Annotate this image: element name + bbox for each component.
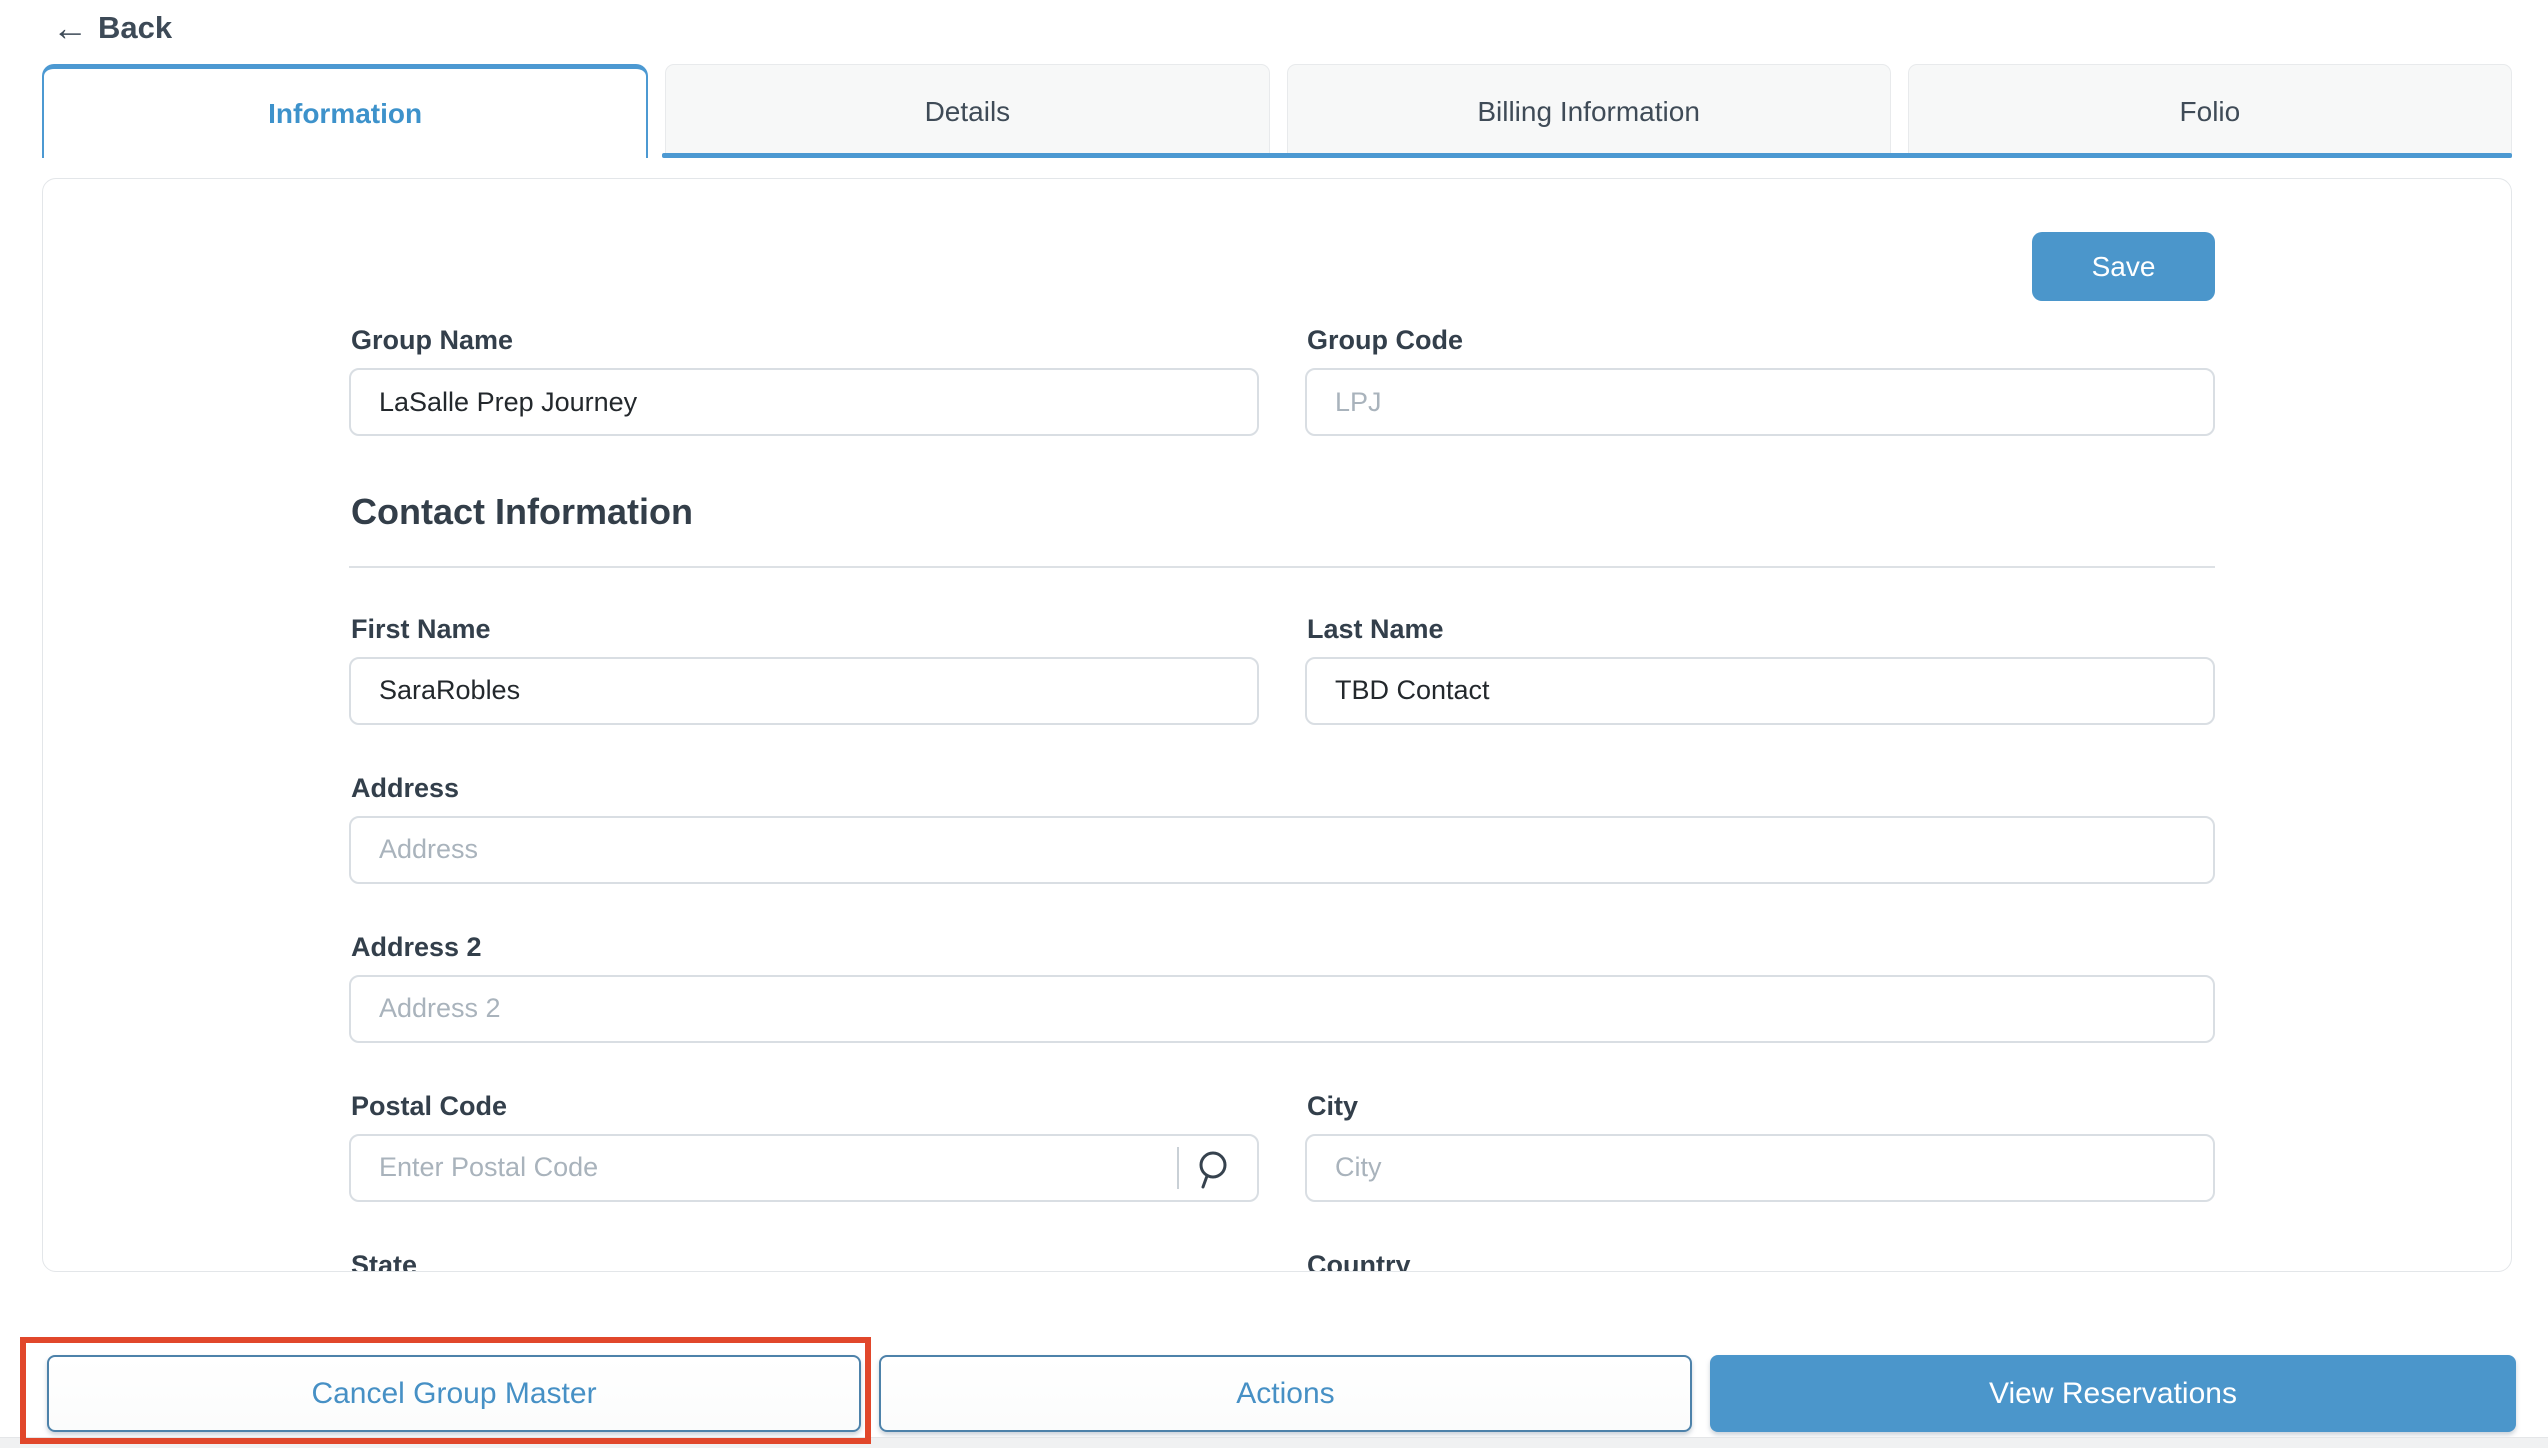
address-input[interactable] (349, 815, 2215, 884)
left-arrow-icon: ← (52, 7, 88, 48)
section-divider (349, 565, 2215, 568)
group-name-label: Group Name (351, 325, 514, 355)
postal-code-label: Postal Code (351, 1090, 508, 1121)
group-code-label: Group Code (1307, 325, 1463, 355)
address2-input[interactable] (349, 974, 2215, 1043)
back-label: Back (98, 10, 173, 45)
contact-information-heading: Contact Information (351, 491, 693, 533)
last-name-label: Last Name (1307, 613, 1444, 644)
group-master-form: Save Group Name Group Code Contact Infor… (349, 179, 2215, 1272)
save-button[interactable]: Save (2032, 232, 2215, 301)
tab-folio[interactable]: Folio (1907, 64, 2512, 158)
address-label: Address (351, 772, 460, 803)
city-label: City (1307, 1090, 1359, 1121)
cancel-group-master-button[interactable]: Cancel Group Master (47, 1355, 861, 1432)
group-code-input[interactable] (1305, 368, 2215, 437)
view-reservations-button[interactable]: View Reservations (1710, 1355, 2516, 1432)
postal-code-input[interactable] (349, 1133, 1259, 1202)
tab-active-underline (662, 153, 2512, 158)
information-panel: Save Group Name Group Code Contact Infor… (42, 178, 2512, 1272)
first-name-input[interactable] (349, 656, 1259, 725)
city-input[interactable] (1305, 1133, 2215, 1202)
tab-details[interactable]: Details (665, 64, 1270, 158)
address2-label: Address 2 (351, 931, 482, 962)
back-link[interactable]: ← Back (52, 10, 172, 46)
actions-button[interactable]: Actions (879, 1355, 1692, 1432)
group-name-input[interactable] (349, 368, 1259, 437)
tab-bar: Information Details Billing Information … (42, 64, 2512, 158)
last-name-input[interactable] (1305, 656, 2215, 725)
tab-billing-information[interactable]: Billing Information (1286, 64, 1891, 158)
footer-strip (0, 1437, 2548, 1448)
tab-information[interactable]: Information (42, 64, 649, 158)
country-label: Country (1307, 1249, 1411, 1272)
state-label: State (351, 1249, 418, 1272)
search-icon[interactable] (1193, 1148, 1235, 1190)
postal-code-divider (1177, 1146, 1179, 1189)
first-name-label: First Name (351, 613, 491, 644)
